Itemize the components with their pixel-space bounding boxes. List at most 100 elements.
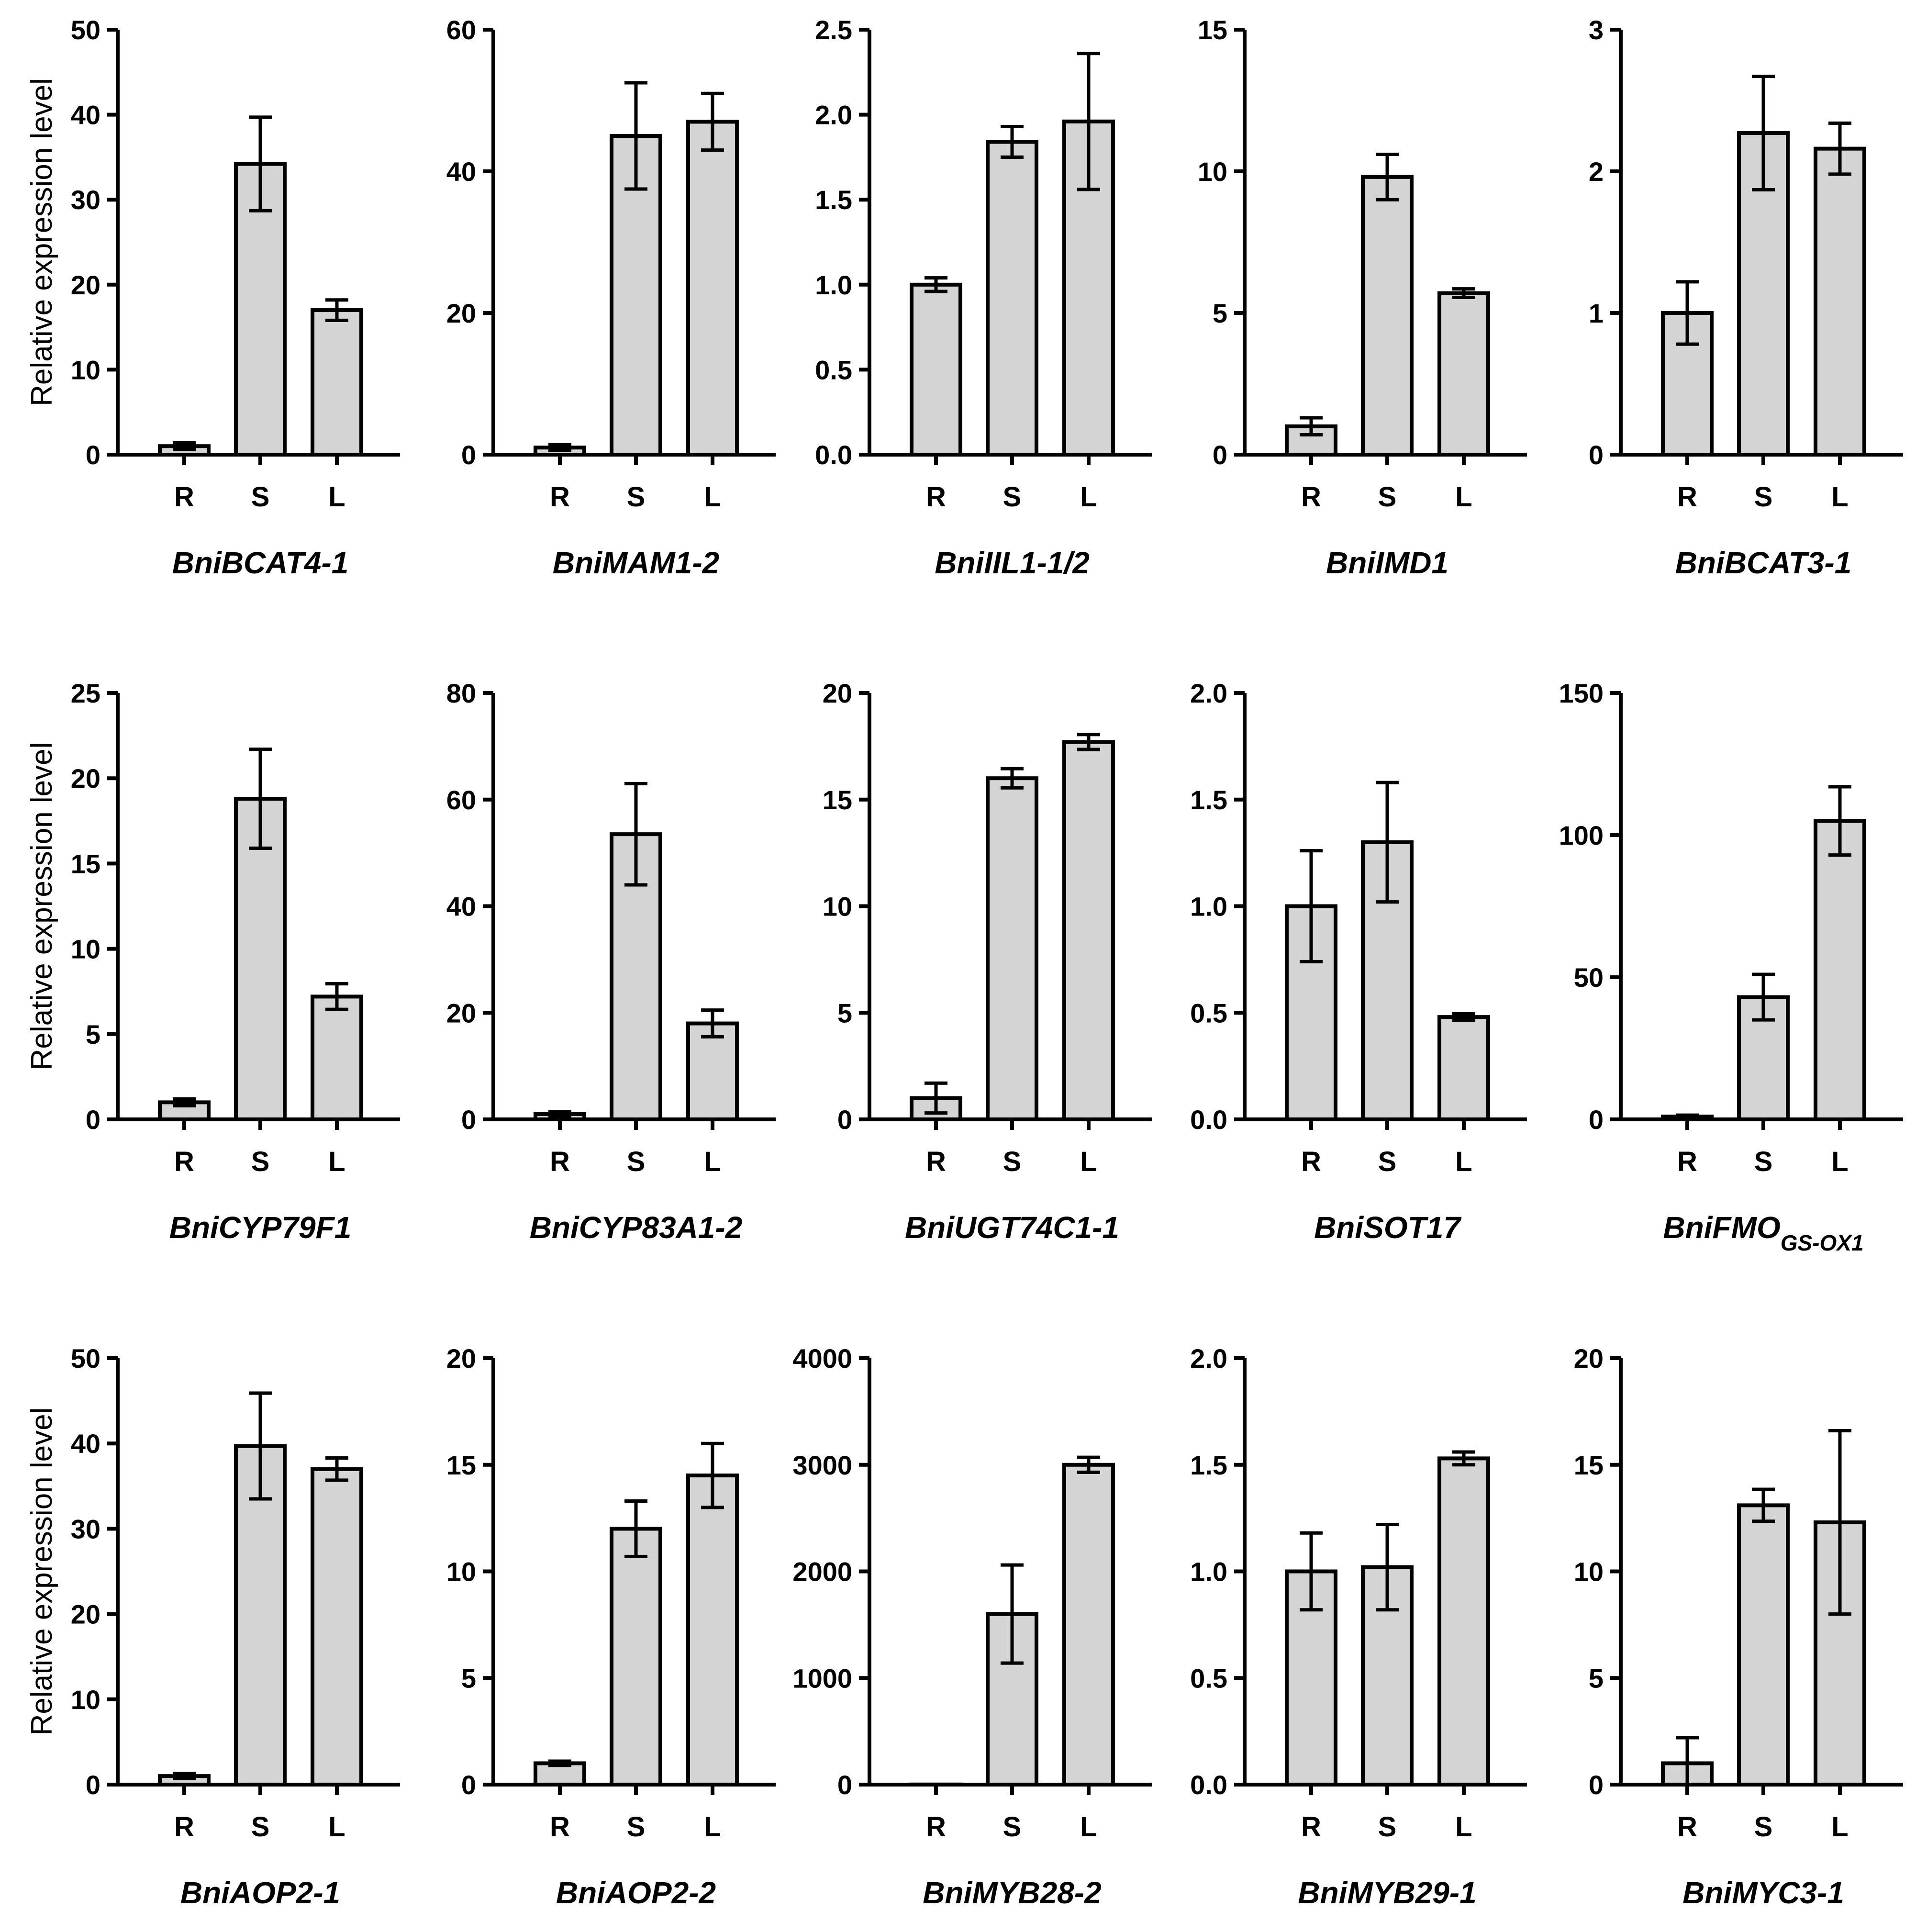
bar-L — [686, 120, 739, 457]
y-tick-label: 50 — [71, 1343, 100, 1374]
gene-title: BniFMOGS-OX1 — [1663, 1210, 1863, 1255]
y-tick-label: 5 — [461, 1663, 476, 1693]
y-tick-label: 10 — [71, 934, 100, 964]
x-category-label: S — [1003, 1146, 1022, 1177]
chart-panel-9: 0.0 0.5 1.0 1.5 2.0 R S L BniSOT17 — [1190, 678, 1527, 1245]
x-category-label: R — [926, 481, 946, 513]
y-tick-label: 20 — [823, 678, 852, 708]
y-tick-label: 40 — [446, 156, 476, 187]
error-bar-R — [925, 1081, 947, 1115]
bar-L — [1814, 819, 1866, 1122]
y-tick-label: 0.0 — [1190, 1770, 1227, 1800]
gene-title: BniMAM1-2 — [553, 546, 719, 580]
x-category-label: L — [1080, 1146, 1097, 1177]
error-bar-S — [1752, 972, 1775, 1022]
bar-L — [1437, 1015, 1490, 1121]
x-category-label: R — [1301, 1811, 1321, 1843]
y-tick-label: 20 — [71, 763, 100, 793]
y-tick-label: 0 — [461, 1770, 476, 1800]
y-tick-label: 2.0 — [1190, 1343, 1227, 1374]
y-tick-label: 0.0 — [815, 440, 852, 470]
y-tick-label: 50 — [1574, 962, 1604, 993]
chart-panel-6: 0 5 10 15 20 25 R S L BniCYP79F1 Relative expressi… — [25, 678, 400, 1245]
y-tick-label: 5 — [86, 1019, 100, 1050]
bar-S — [986, 776, 1038, 1121]
x-category-label: L — [1831, 481, 1848, 513]
chart-panel-15: 0 5 10 15 20 R S L BniMYC3-1 — [1574, 1343, 1903, 1910]
gene-title: BniMYB29-1 — [1298, 1876, 1476, 1910]
error-bar-L — [325, 298, 348, 322]
error-bar-R — [173, 1772, 196, 1781]
y-tick-label: 0 — [86, 1770, 100, 1800]
y-tick-label: 1.5 — [1190, 1450, 1227, 1480]
y-tick-label: 0 — [1213, 440, 1227, 470]
y-tick-label: 0 — [837, 1770, 852, 1800]
x-category-label: R — [174, 1811, 194, 1843]
y-tick-label: 40 — [71, 100, 100, 130]
error-bar-R — [925, 276, 947, 293]
y-tick-label: 0 — [1589, 440, 1604, 470]
y-tick-label: 10 — [1198, 156, 1227, 187]
error-bar-S — [1376, 781, 1399, 904]
x-category-label: L — [328, 481, 345, 513]
chart-panel-1: 0 10 20 30 40 50 R S L BniBCAT4-1 Relative express… — [25, 15, 400, 580]
y-tick-label: 1.0 — [1190, 892, 1227, 922]
y-tick-label: 10 — [823, 892, 852, 922]
x-category-label: L — [1831, 1811, 1848, 1843]
chart-panel-11: 0 10 20 30 40 50 R S L BniAOP2-1 Relative expressi… — [25, 1343, 400, 1910]
y-tick-label: 20 — [71, 1599, 100, 1630]
y-tick-label: 2.0 — [815, 100, 852, 130]
gene-title: BniIIL1-1/2 — [935, 546, 1090, 580]
error-bar-S — [1001, 1563, 1024, 1665]
error-bar-L — [1452, 1012, 1475, 1022]
error-bar-S — [1001, 124, 1024, 159]
y-tick-label: 5 — [837, 998, 852, 1028]
x-category-label: S — [1003, 1811, 1022, 1843]
x-category-label: S — [1754, 1811, 1773, 1843]
x-category-label: L — [1080, 1811, 1097, 1843]
error-bar-R — [1676, 280, 1699, 346]
x-category-label: R — [1677, 481, 1697, 513]
y-axis-label: Relative expression level — [25, 1407, 58, 1736]
error-bar-S — [1752, 1487, 1775, 1523]
x-category-label: S — [251, 1811, 270, 1843]
y-tick-label: 30 — [71, 185, 100, 215]
error-bar-L — [325, 1456, 348, 1482]
y-tick-label: 1000 — [792, 1663, 852, 1693]
gene-title: BniSOT17 — [1314, 1210, 1462, 1245]
gene-title: BniAOP2-2 — [556, 1876, 716, 1910]
error-bar-R — [1300, 849, 1323, 963]
error-bar-L — [325, 982, 348, 1011]
error-bar-L — [701, 91, 724, 152]
chart-panel-3: 0.0 0.5 1.0 1.5 2.0 2.5 R S L BniIIL1-1/2 — [815, 15, 1152, 580]
error-bar-L — [1828, 1429, 1851, 1616]
error-bar-L — [1452, 287, 1475, 299]
x-category-label: S — [1378, 1811, 1397, 1843]
y-tick-label: 5 — [1589, 1663, 1604, 1693]
y-tick-label: 30 — [71, 1514, 100, 1544]
bar-L — [1437, 291, 1490, 457]
gene-title: BniAOP2-1 — [180, 1876, 340, 1910]
y-tick-label: 0.5 — [1190, 1663, 1227, 1693]
x-category-label: L — [704, 1146, 721, 1177]
y-tick-label: 1 — [1589, 298, 1604, 328]
y-tick-label: 2.0 — [1190, 678, 1227, 708]
error-bar-S — [1376, 152, 1399, 201]
error-bar-L — [1077, 1455, 1100, 1474]
error-bar-L — [1077, 52, 1100, 191]
chart-panel-12: 0 5 10 15 20 R S L BniAOP2-2 — [446, 1343, 776, 1910]
error-bar-L — [1452, 1450, 1475, 1467]
x-category-label: S — [251, 1146, 270, 1177]
y-tick-label: 15 — [446, 1450, 476, 1480]
bar-L — [1437, 1456, 1490, 1787]
y-tick-label: 2000 — [792, 1557, 852, 1587]
error-bar-S — [249, 1391, 272, 1501]
chart-panel-14: 0.0 0.5 1.0 1.5 2.0 R S L BniMYB29-1 — [1190, 1343, 1527, 1910]
error-bar-L — [1077, 733, 1100, 751]
y-tick-label: 1.0 — [815, 270, 852, 300]
gene-title: BniCYP79F1 — [169, 1210, 352, 1245]
y-tick-label: 15 — [1574, 1450, 1604, 1480]
y-tick-label: 0 — [461, 1105, 476, 1135]
bar-S — [234, 1444, 287, 1787]
x-category-label: R — [1301, 481, 1321, 513]
